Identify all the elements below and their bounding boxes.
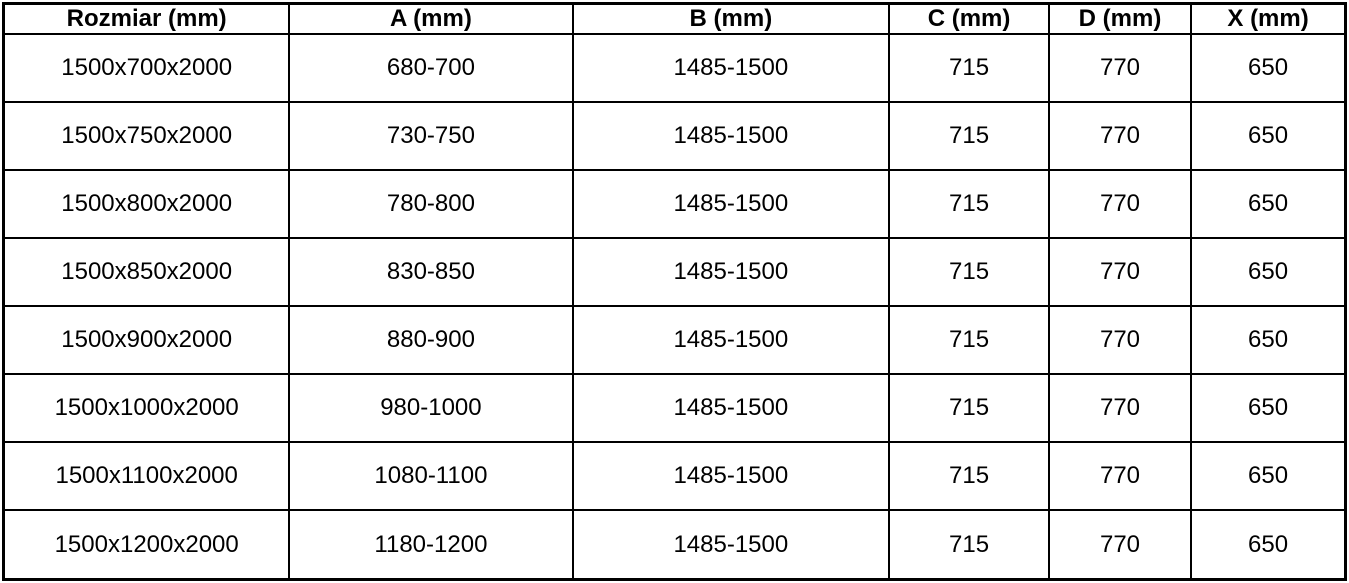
table-cell: 715 xyxy=(888,509,1050,581)
header-a: A (mm) xyxy=(288,2,574,35)
table-cell: 770 xyxy=(1047,101,1193,172)
table-cell: 770 xyxy=(1047,509,1193,581)
table-cell: 1500x800x2000 xyxy=(2,169,291,240)
table-cell: 770 xyxy=(1047,32,1193,104)
table-cell: 1485-1500 xyxy=(571,509,891,581)
table-cell: 1180-1200 xyxy=(288,509,574,581)
table-cell: 770 xyxy=(1047,237,1193,308)
table-row: 1500x700x2000 680-700 1485-1500 715 770 650 xyxy=(2,32,1347,104)
table-cell: 715 xyxy=(888,237,1050,308)
table-cell: 1500x750x2000 xyxy=(2,101,291,172)
table-cell: 830-850 xyxy=(288,237,574,308)
table-row: 1500x750x2000 730-750 1485-1500 715 770 650 xyxy=(2,101,1347,172)
table-cell: 650 xyxy=(1190,441,1347,512)
table-cell: 770 xyxy=(1047,305,1193,376)
table-cell: 650 xyxy=(1190,237,1347,308)
table-cell: 780-800 xyxy=(288,169,574,240)
table-row: 1500x1000x2000 980-1000 1485-1500 715 770 650 xyxy=(2,373,1347,444)
header-rozmiar: Rozmiar (mm) xyxy=(2,2,291,35)
header-x: X (mm) xyxy=(1190,2,1347,35)
table-cell: 730-750 xyxy=(288,101,574,172)
table-cell: 650 xyxy=(1190,32,1347,104)
table-cell: 770 xyxy=(1047,169,1193,240)
table-cell: 1485-1500 xyxy=(571,101,891,172)
table-cell: 1485-1500 xyxy=(571,169,891,240)
table-body: 1500x700x2000 680-700 1485-1500 715 770 650 15… xyxy=(2,32,1347,581)
table-cell: 680-700 xyxy=(288,32,574,104)
table-row: 1500x800x2000 780-800 1485-1500 715 770 650 xyxy=(2,169,1347,240)
table-row: 1500x1100x2000 1080-1100 1485-1500 715 770 65… xyxy=(2,441,1347,512)
table-cell: 1485-1500 xyxy=(571,441,891,512)
header-c: C (mm) xyxy=(888,2,1050,35)
table-cell: 650 xyxy=(1190,305,1347,376)
table-cell: 1485-1500 xyxy=(571,373,891,444)
table-cell: 715 xyxy=(888,101,1050,172)
header-b: B (mm) xyxy=(571,2,891,35)
table-cell: 650 xyxy=(1190,509,1347,581)
table-cell: 1500x1100x2000 xyxy=(2,441,291,512)
header-d: D (mm) xyxy=(1047,2,1193,35)
table-cell: 1500x700x2000 xyxy=(2,32,291,104)
table-cell: 715 xyxy=(888,32,1050,104)
table-cell: 770 xyxy=(1047,441,1193,512)
table-cell: 1485-1500 xyxy=(571,237,891,308)
table-cell: 650 xyxy=(1190,169,1347,240)
table-cell: 1485-1500 xyxy=(571,305,891,376)
table-row: 1500x900x2000 880-900 1485-1500 715 770 650 xyxy=(2,305,1347,376)
table-cell: 650 xyxy=(1190,101,1347,172)
table-cell: 1500x900x2000 xyxy=(2,305,291,376)
table-cell: 980-1000 xyxy=(288,373,574,444)
table-cell: 650 xyxy=(1190,373,1347,444)
table-cell: 1080-1100 xyxy=(288,441,574,512)
table-cell: 1500x1000x2000 xyxy=(2,373,291,444)
table-cell: 715 xyxy=(888,373,1050,444)
table-cell: 715 xyxy=(888,305,1050,376)
table-cell: 715 xyxy=(888,441,1050,512)
table-header-row: Rozmiar (mm) A (mm) B (mm) C (mm) D (mm)… xyxy=(2,2,1347,35)
table-cell: 1485-1500 xyxy=(571,32,891,104)
table-row: 1500x850x2000 830-850 1485-1500 715 770 650 xyxy=(2,237,1347,308)
table-cell: 770 xyxy=(1047,373,1193,444)
table-cell: 1500x850x2000 xyxy=(2,237,291,308)
table-row: 1500x1200x2000 1180-1200 1485-1500 715 770 65… xyxy=(2,509,1347,581)
table-cell: 715 xyxy=(888,169,1050,240)
table-cell: 880-900 xyxy=(288,305,574,376)
table-cell: 1500x1200x2000 xyxy=(2,509,291,581)
